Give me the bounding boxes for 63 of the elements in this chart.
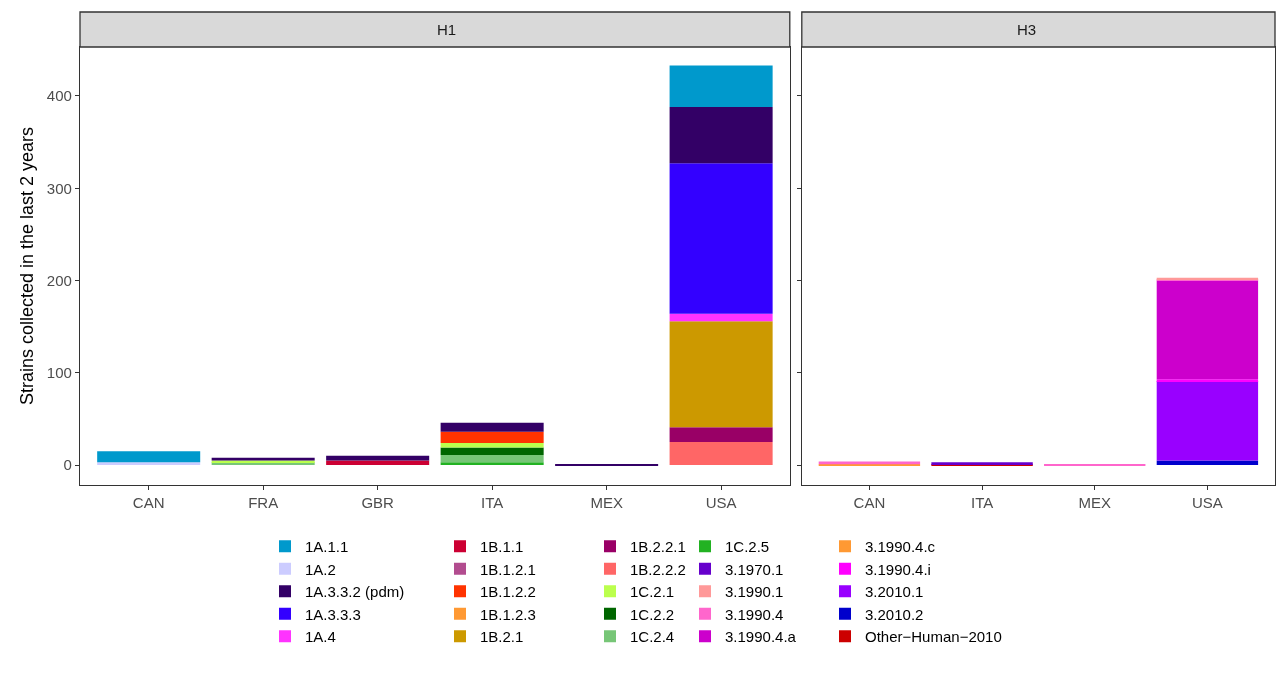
y-tick-label: 100 xyxy=(46,364,72,382)
legend-label: 1B.1.2.3 xyxy=(480,605,536,623)
bar xyxy=(440,442,544,448)
x-tick-label: MEX xyxy=(590,494,623,512)
legend-label: 1C.2.2 xyxy=(630,605,675,623)
chart-title: H3 xyxy=(1017,21,1037,38)
legend-label: 3.1990.4 xyxy=(725,605,784,623)
x-tick-label: CAN xyxy=(853,494,886,512)
bar xyxy=(1156,379,1259,382)
legend-label: 3.1990.1 xyxy=(725,583,784,601)
legend-label: 1B.2.2.1 xyxy=(630,538,686,556)
legend-label: 1A.4 xyxy=(305,628,336,646)
x-tick-label: FRA xyxy=(248,494,279,512)
legend-label: 1A.2 xyxy=(305,560,336,578)
chart-title: H1 xyxy=(437,21,457,38)
legend-label: 3.2010.2 xyxy=(865,605,924,623)
bar xyxy=(440,447,544,455)
bar xyxy=(440,462,544,466)
legend-label: 3.1990.4.a xyxy=(725,628,797,646)
bar xyxy=(440,422,544,432)
y-tick-label: 0 xyxy=(63,456,72,474)
legend-label: 1A.3.3.2 (pdm) xyxy=(305,583,405,601)
legend-label: 1A.1.1 xyxy=(305,538,349,556)
y-axis-title: Strains collected in the last 2 years xyxy=(17,126,38,406)
bar xyxy=(1156,280,1259,380)
bar xyxy=(669,321,773,428)
y-tick-label: 300 xyxy=(46,179,72,197)
bar xyxy=(669,442,773,466)
legend-label: 3.2010.1 xyxy=(865,583,924,601)
y-tick-label: 400 xyxy=(46,87,72,105)
legend-label: 1B.1.1 xyxy=(480,538,524,556)
legend-label: 1B.1.2.2 xyxy=(480,583,536,601)
legend-label: 3.1990.4.i xyxy=(865,560,931,578)
bar xyxy=(669,313,773,322)
legend-label: 1B.2.1 xyxy=(480,628,524,646)
bar xyxy=(669,65,773,108)
bar xyxy=(97,462,201,466)
legend-label: 1C.2.1 xyxy=(630,583,675,601)
bar xyxy=(669,427,773,442)
legend-label: Other−Human−2010 xyxy=(865,628,1002,646)
bar xyxy=(669,107,773,164)
x-tick-label: USA xyxy=(1191,494,1223,512)
x-tick-label: GBR xyxy=(361,494,395,512)
legend-label: 1B.1.2.1 xyxy=(480,560,536,578)
bar xyxy=(440,431,544,443)
x-tick-label: ITA xyxy=(481,494,504,512)
legend-label: 1C.2.5 xyxy=(725,538,770,556)
x-tick-label: ITA xyxy=(970,494,994,512)
bar xyxy=(1156,460,1259,466)
y-tick-label: 200 xyxy=(46,271,72,289)
bar xyxy=(669,163,773,314)
legend-label: 1B.2.2.2 xyxy=(630,560,686,578)
x-tick-label: CAN xyxy=(132,494,165,512)
x-tick-label: MEX xyxy=(1078,494,1111,512)
legend-label: 3.1970.1 xyxy=(725,560,784,578)
legend-label: 3.1990.4.c xyxy=(865,538,936,556)
bar xyxy=(97,451,201,463)
legend-label: 1A.3.3.3 xyxy=(305,605,361,623)
x-tick-label: USA xyxy=(705,494,737,512)
bar xyxy=(326,460,430,466)
bar xyxy=(440,454,544,463)
bar xyxy=(1156,381,1259,461)
legend-label: 1C.2.4 xyxy=(630,628,675,646)
